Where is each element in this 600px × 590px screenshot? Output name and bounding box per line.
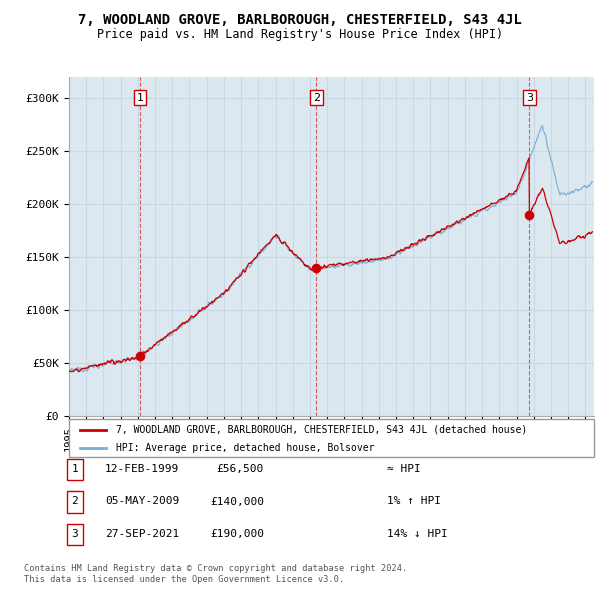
Text: 2: 2 [313, 93, 320, 103]
Text: ≈ HPI: ≈ HPI [387, 464, 421, 474]
Text: 7, WOODLAND GROVE, BARLBOROUGH, CHESTERFIELD, S43 4JL: 7, WOODLAND GROVE, BARLBOROUGH, CHESTERF… [78, 13, 522, 27]
Text: 3: 3 [71, 529, 79, 539]
Text: 3: 3 [526, 93, 533, 103]
Text: This data is licensed under the Open Government Licence v3.0.: This data is licensed under the Open Gov… [24, 575, 344, 584]
Text: £140,000: £140,000 [210, 497, 264, 506]
Point [135, 351, 145, 360]
Text: Contains HM Land Registry data © Crown copyright and database right 2024.: Contains HM Land Registry data © Crown c… [24, 565, 407, 573]
Text: 1: 1 [136, 93, 143, 103]
Text: 2: 2 [71, 497, 79, 506]
Text: 7, WOODLAND GROVE, BARLBOROUGH, CHESTERFIELD, S43 4JL (detached house): 7, WOODLAND GROVE, BARLBOROUGH, CHESTERF… [116, 425, 527, 435]
Text: Price paid vs. HM Land Registry's House Price Index (HPI): Price paid vs. HM Land Registry's House … [97, 28, 503, 41]
Text: 27-SEP-2021: 27-SEP-2021 [105, 529, 179, 539]
Text: 1% ↑ HPI: 1% ↑ HPI [387, 497, 441, 506]
Text: £56,500: £56,500 [217, 464, 264, 474]
Point [524, 210, 534, 219]
Text: 1: 1 [71, 464, 79, 474]
Text: 05-MAY-2009: 05-MAY-2009 [105, 497, 179, 506]
Point [311, 263, 321, 272]
Text: 14% ↓ HPI: 14% ↓ HPI [387, 529, 448, 539]
Text: £190,000: £190,000 [210, 529, 264, 539]
FancyBboxPatch shape [69, 419, 594, 457]
Text: 12-FEB-1999: 12-FEB-1999 [105, 464, 179, 474]
Text: HPI: Average price, detached house, Bolsover: HPI: Average price, detached house, Bols… [116, 442, 375, 453]
